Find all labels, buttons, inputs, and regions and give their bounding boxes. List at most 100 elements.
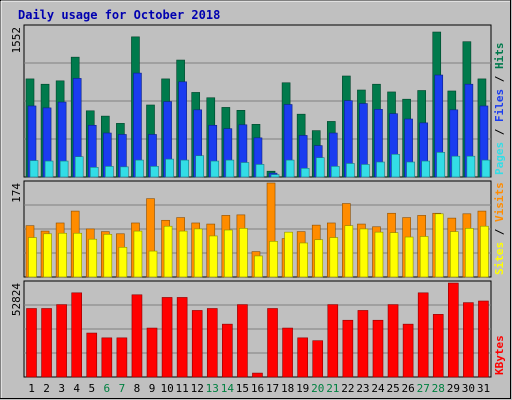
x-axis-day-labels: 1 2 3 4 5 6 7 8 9 10 11 12 13 14 15 16 17 18 19 20 21 22 23 24 2…	[28, 382, 490, 395]
bar-visits-sites-day-23	[359, 228, 369, 278]
bar-hits-pages-day-26	[406, 161, 415, 178]
bar-kbytes-kbytes-day-17	[267, 308, 278, 378]
x-tick-label-5: 5	[88, 382, 95, 395]
bar-visits-sites-day-1	[28, 237, 37, 278]
bar-kbytes-kbytes-day-18	[282, 327, 293, 378]
bar-kbytes-kbytes-day-28	[432, 314, 444, 378]
bar-visits-sites-day-18	[284, 231, 293, 278]
bar-hits-pages-day-28	[436, 152, 446, 178]
bar-visits-sites-day-21	[329, 237, 339, 278]
bar-visits-sites-day-25	[389, 232, 399, 278]
bar-hits-pages-day-1	[29, 160, 39, 178]
bar-visits-sites-day-24	[374, 231, 384, 278]
bar-kbytes-kbytes-day-14	[222, 323, 233, 378]
bar-hits-pages-day-27	[421, 160, 430, 178]
bar-hits-pages-day-12	[195, 155, 205, 178]
bar-hits-pages-day-22	[346, 163, 355, 178]
bar-visits-sites-day-30	[465, 228, 474, 278]
bar-kbytes-kbytes-day-30	[463, 302, 474, 378]
bar-hits-pages-day-30	[466, 155, 476, 178]
x-tick-label-24: 24	[371, 382, 385, 395]
legend-visits: Sites / Visits	[493, 182, 506, 275]
bar-visits-sites-day-28	[434, 213, 444, 278]
x-tick-label-22: 22	[341, 382, 354, 395]
x-tick-label-12: 12	[191, 382, 204, 395]
bar-visits-sites-day-15	[239, 228, 248, 278]
bar-hits-pages-day-29	[451, 155, 461, 178]
bar-kbytes-kbytes-day-19	[297, 337, 308, 378]
bar-kbytes-kbytes-day-13	[206, 308, 218, 378]
bar-hits-pages-day-10	[165, 158, 174, 178]
bar-kbytes-kbytes-day-9	[146, 327, 158, 378]
bar-hits-pages-day-21	[330, 166, 340, 178]
legend-separator: /	[493, 222, 506, 242]
bar-visits-sites-day-11	[178, 230, 188, 278]
bar-visits-sites-day-12	[193, 228, 203, 278]
legend-kbytes: KBytes	[493, 335, 506, 375]
bar-kbytes-kbytes-day-7	[116, 337, 128, 378]
bar-visits-sites-day-27	[419, 236, 429, 278]
x-tick-label-8: 8	[134, 382, 141, 395]
x-tick-label-3: 3	[58, 382, 65, 395]
x-tick-label-6: 6	[104, 382, 111, 395]
chart-panels: 1552 Pages / Files / Hits 174 Sites / Visit…	[10, 24, 506, 378]
bar-kbytes-kbytes-day-11	[176, 297, 188, 378]
legend-item-files: Files	[493, 89, 506, 122]
x-tick-label-17: 17	[266, 382, 279, 395]
x-tick-label-1: 1	[28, 382, 35, 395]
panel-kbytes: 52824 KBytes	[10, 280, 506, 378]
bar-visits-sites-day-17	[269, 241, 278, 278]
x-tick-label-14: 14	[221, 382, 235, 395]
bar-hits-pages-day-3	[59, 160, 69, 178]
bar-kbytes-kbytes-day-24	[372, 319, 384, 378]
legend-item-hits: Hits	[493, 43, 506, 70]
x-tick-label-26: 26	[402, 382, 415, 395]
bar-kbytes-kbytes-day-16	[252, 372, 263, 378]
bar-hits-pages-day-7	[120, 166, 129, 178]
bar-hits-pages-day-19	[300, 168, 310, 178]
bar-visits-sites-day-19	[299, 242, 308, 278]
bar-visits-sites-day-3	[58, 232, 67, 278]
bar-kbytes-kbytes-day-4	[71, 292, 82, 378]
y-max-label-kbytes: 52824	[10, 283, 23, 316]
legend-separator: /	[493, 69, 506, 89]
bar-visits-sites-day-9	[148, 250, 158, 278]
x-tick-label-10: 10	[160, 382, 173, 395]
bar-visits-sites-day-7	[118, 246, 128, 278]
bar-hits-pages-day-9	[150, 166, 159, 178]
x-tick-label-9: 9	[149, 382, 156, 395]
bar-hits-pages-day-13	[210, 160, 220, 178]
bar-kbytes-kbytes-day-1	[26, 308, 37, 378]
x-tick-label-25: 25	[386, 382, 399, 395]
chart-title: Daily usage for October 2018	[18, 8, 220, 22]
y-max-label-hits: 1552	[10, 27, 23, 54]
bar-kbytes-kbytes-day-8	[131, 294, 143, 378]
bar-visits-sites-day-13	[208, 235, 218, 278]
bar-visits-sites-day-22	[344, 225, 354, 278]
legend-item-pages: Pages	[493, 142, 506, 175]
x-tick-label-23: 23	[356, 382, 369, 395]
bar-visits-sites-day-8	[133, 230, 143, 278]
bar-kbytes-kbytes-day-6	[101, 337, 113, 378]
y-max-label-visits: 174	[10, 183, 23, 203]
bar-visits-sites-day-6	[103, 234, 113, 278]
bar-kbytes-kbytes-day-23	[357, 310, 369, 378]
x-tick-label-31: 31	[477, 382, 490, 395]
bar-kbytes-kbytes-day-26	[402, 323, 414, 378]
bar-kbytes-kbytes-day-21	[327, 304, 339, 378]
bar-visits-sites-day-2	[43, 233, 52, 278]
bar-visits-sites-day-26	[404, 236, 414, 278]
bar-hits-pages-day-15	[240, 162, 250, 178]
bar-hits-pages-day-14	[225, 159, 235, 178]
x-tick-label-2: 2	[43, 382, 50, 395]
legend-hits: Pages / Files / Hits	[493, 43, 506, 176]
bar-hits-pages-day-4	[74, 156, 84, 178]
bar-visits-sites-day-16	[254, 255, 263, 278]
bar-visits-sites-day-5	[88, 238, 98, 278]
bar-hits-pages-day-31	[481, 159, 491, 178]
bar-hits-pages-day-2	[44, 160, 54, 178]
bar-hits-pages-day-24	[376, 161, 385, 178]
x-tick-label-20: 20	[311, 382, 324, 395]
bar-kbytes-kbytes-day-22	[342, 319, 354, 378]
